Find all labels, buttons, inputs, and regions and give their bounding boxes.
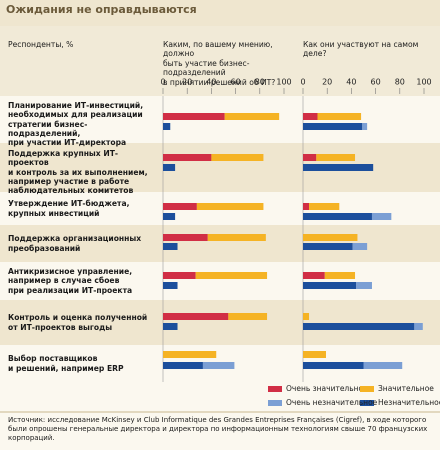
legend-label: Незначительное xyxy=(378,398,440,407)
bar-segment xyxy=(163,113,225,120)
chart-title: Ожидания не оправдываются xyxy=(6,3,197,16)
bar-segment xyxy=(317,113,362,120)
bar-segment xyxy=(303,362,364,369)
bar-segment xyxy=(303,213,372,220)
bar-segment xyxy=(163,362,203,369)
bar-segment xyxy=(356,282,372,289)
bar-segment xyxy=(303,272,325,279)
bar-segment xyxy=(362,123,368,130)
bar-segment xyxy=(163,282,178,289)
bar-segment xyxy=(303,351,326,358)
bar-segment xyxy=(163,213,176,220)
bar-segment xyxy=(303,203,310,210)
legend-swatch xyxy=(268,400,282,406)
category-label: Утверждение ИТ-бюджета, крупных инвестиц… xyxy=(8,199,130,218)
category-label: Антикризисное управление, например в слу… xyxy=(8,266,133,295)
title-band xyxy=(0,0,440,26)
bar-segment xyxy=(163,164,176,171)
bar-segment xyxy=(303,282,357,289)
x-tick-label: 0 xyxy=(300,78,305,87)
bar-segment xyxy=(163,123,171,130)
legend-swatch xyxy=(268,386,282,392)
bar-segment xyxy=(228,313,268,320)
legend-label: Значительное xyxy=(378,384,434,393)
bar-segment xyxy=(163,234,208,241)
x-tick-label: 80 xyxy=(255,78,265,87)
footnote: Источник: исследование McKinsey и Club I… xyxy=(8,416,428,442)
x-tick-label: 40 xyxy=(346,78,356,87)
bar-segment xyxy=(303,234,358,241)
bar-segment xyxy=(163,203,197,210)
x-tick-label: 20 xyxy=(322,78,332,87)
bar-segment xyxy=(371,213,392,220)
bar-segment xyxy=(303,123,363,130)
x-tick-label: 60 xyxy=(231,78,241,87)
x-tick-label: 20 xyxy=(182,78,192,87)
bar-segment xyxy=(303,243,353,250)
bar-segment xyxy=(202,362,235,369)
bar-segment xyxy=(303,164,374,171)
bar-segment xyxy=(363,362,403,369)
bar-segment xyxy=(324,272,356,279)
legend-swatch xyxy=(360,386,374,392)
panel-title: Каким, по вашему мнению, должно быть уча… xyxy=(163,40,276,87)
x-tick-label: 40 xyxy=(206,78,216,87)
bar-segment xyxy=(163,323,178,330)
bar-segment xyxy=(316,154,356,161)
panel-title: Как они участвуют на самом деле? xyxy=(303,40,419,59)
bar-segment xyxy=(163,272,196,279)
x-tick-label: 80 xyxy=(395,78,405,87)
category-label: Выбор поставщиков и решений, например ER… xyxy=(8,354,124,373)
bar-segment xyxy=(196,203,264,210)
bar-segment xyxy=(309,203,340,210)
x-tick-label: 100 xyxy=(416,78,431,87)
legend-label: Очень значительное xyxy=(286,384,368,393)
bar-segment xyxy=(303,154,317,161)
row-band xyxy=(0,300,440,345)
bar-segment xyxy=(207,234,266,241)
bar-segment xyxy=(163,313,229,320)
bar-segment xyxy=(163,154,212,161)
bar-segment xyxy=(303,323,415,330)
category-label: Контроль и оценка полученной от ИТ-проек… xyxy=(8,313,148,332)
category-label: Поддержка крупных ИТ-проектов и контроль… xyxy=(8,148,148,196)
x-tick-label: 100 xyxy=(276,78,291,87)
category-label: Планирование ИТ-инвестиций, необходимых … xyxy=(8,100,144,148)
bar-segment xyxy=(352,243,368,250)
x-tick-label: 0 xyxy=(160,78,165,87)
legend-swatch xyxy=(360,400,374,406)
bar-segment xyxy=(211,154,264,161)
y-axis-label: Респонденты, % xyxy=(8,40,74,49)
bar-segment xyxy=(195,272,268,279)
bar-segment xyxy=(303,113,318,120)
row-band xyxy=(0,262,440,300)
legend-label: Очень незначительное xyxy=(286,398,378,407)
header-band xyxy=(0,26,440,96)
x-tick-label: 60 xyxy=(371,78,381,87)
bar-segment xyxy=(163,351,217,358)
bar-segment xyxy=(414,323,423,330)
category-label: Поддержка организационных преобразований xyxy=(8,234,142,253)
bar-segment xyxy=(303,313,310,320)
bar-segment xyxy=(224,113,280,120)
bar-segment xyxy=(163,243,178,250)
